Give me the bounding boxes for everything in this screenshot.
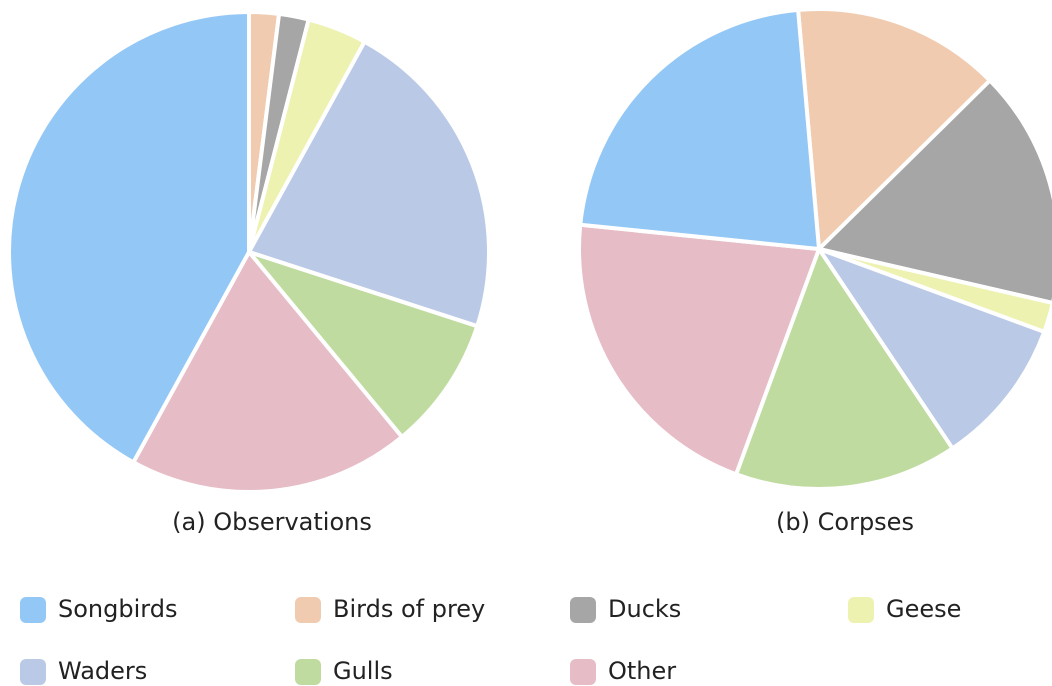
legend-label: Waders bbox=[58, 657, 147, 685]
legend-swatch bbox=[20, 659, 46, 685]
legend-swatch bbox=[570, 597, 596, 623]
legend-swatch bbox=[295, 597, 321, 623]
pie-slice bbox=[817, 247, 1047, 451]
legend-swatch bbox=[570, 659, 596, 685]
pie-slice bbox=[131, 250, 404, 494]
pie-slice bbox=[577, 222, 821, 477]
legend-label: Birds of prey bbox=[333, 595, 485, 623]
pie-slice bbox=[578, 7, 821, 251]
pie-slice bbox=[796, 7, 992, 251]
legend-label: Songbirds bbox=[58, 595, 177, 623]
pie-slice bbox=[247, 250, 480, 439]
chart-title: (a) Observations bbox=[172, 508, 372, 536]
legend-swatch bbox=[20, 597, 46, 623]
legend-label: Gulls bbox=[333, 657, 393, 685]
pie-slice bbox=[817, 78, 1052, 305]
legend-label: Other bbox=[608, 657, 676, 685]
legend-swatch bbox=[295, 659, 321, 685]
pie-slice bbox=[7, 10, 251, 465]
legend-label: Ducks bbox=[608, 595, 681, 623]
legend-label: Geese bbox=[886, 595, 961, 623]
chart-title: (b) Corpses bbox=[776, 508, 914, 536]
pie-slice bbox=[247, 39, 491, 329]
pie-slice bbox=[734, 247, 955, 491]
legend-swatch bbox=[848, 597, 874, 623]
